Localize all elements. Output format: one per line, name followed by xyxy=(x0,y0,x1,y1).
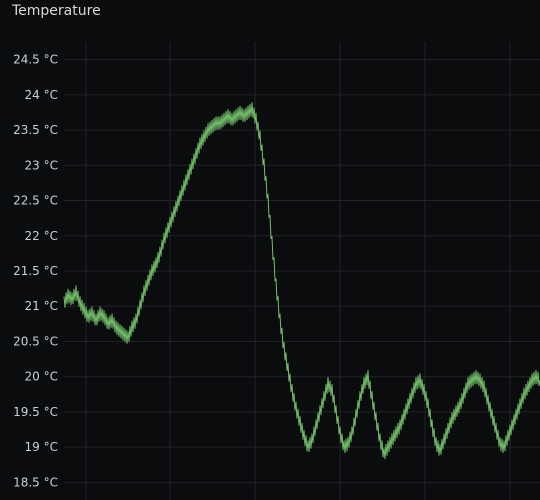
y-tick-label: 19.5 °C xyxy=(13,405,58,419)
series xyxy=(63,102,540,460)
panel-title: Temperature xyxy=(12,3,101,19)
y-tick-label: 18.5 °C xyxy=(13,475,58,489)
grid xyxy=(64,42,540,500)
y-tick-label: 22.5 °C xyxy=(13,194,58,208)
y-tick-label: 21 °C xyxy=(25,299,58,313)
y-tick-label: 24 °C xyxy=(25,88,58,102)
y-tick-label: 23 °C xyxy=(25,158,58,172)
temperature-series-line xyxy=(63,102,540,460)
y-tick-label: 20.5 °C xyxy=(13,334,58,348)
y-tick-label: 20 °C xyxy=(25,370,58,384)
y-axis-ticks: 24.5 °C 24 °C 23.5 °C 23 °C 22.5 °C 22 °C 21.5… xyxy=(13,53,58,490)
y-tick-label: 22 °C xyxy=(25,229,58,243)
y-tick-label: 19 °C xyxy=(25,440,58,454)
y-tick-label: 23.5 °C xyxy=(13,123,58,137)
y-tick-label: 24.5 °C xyxy=(13,53,58,67)
y-tick-label: 21.5 °C xyxy=(13,264,58,278)
